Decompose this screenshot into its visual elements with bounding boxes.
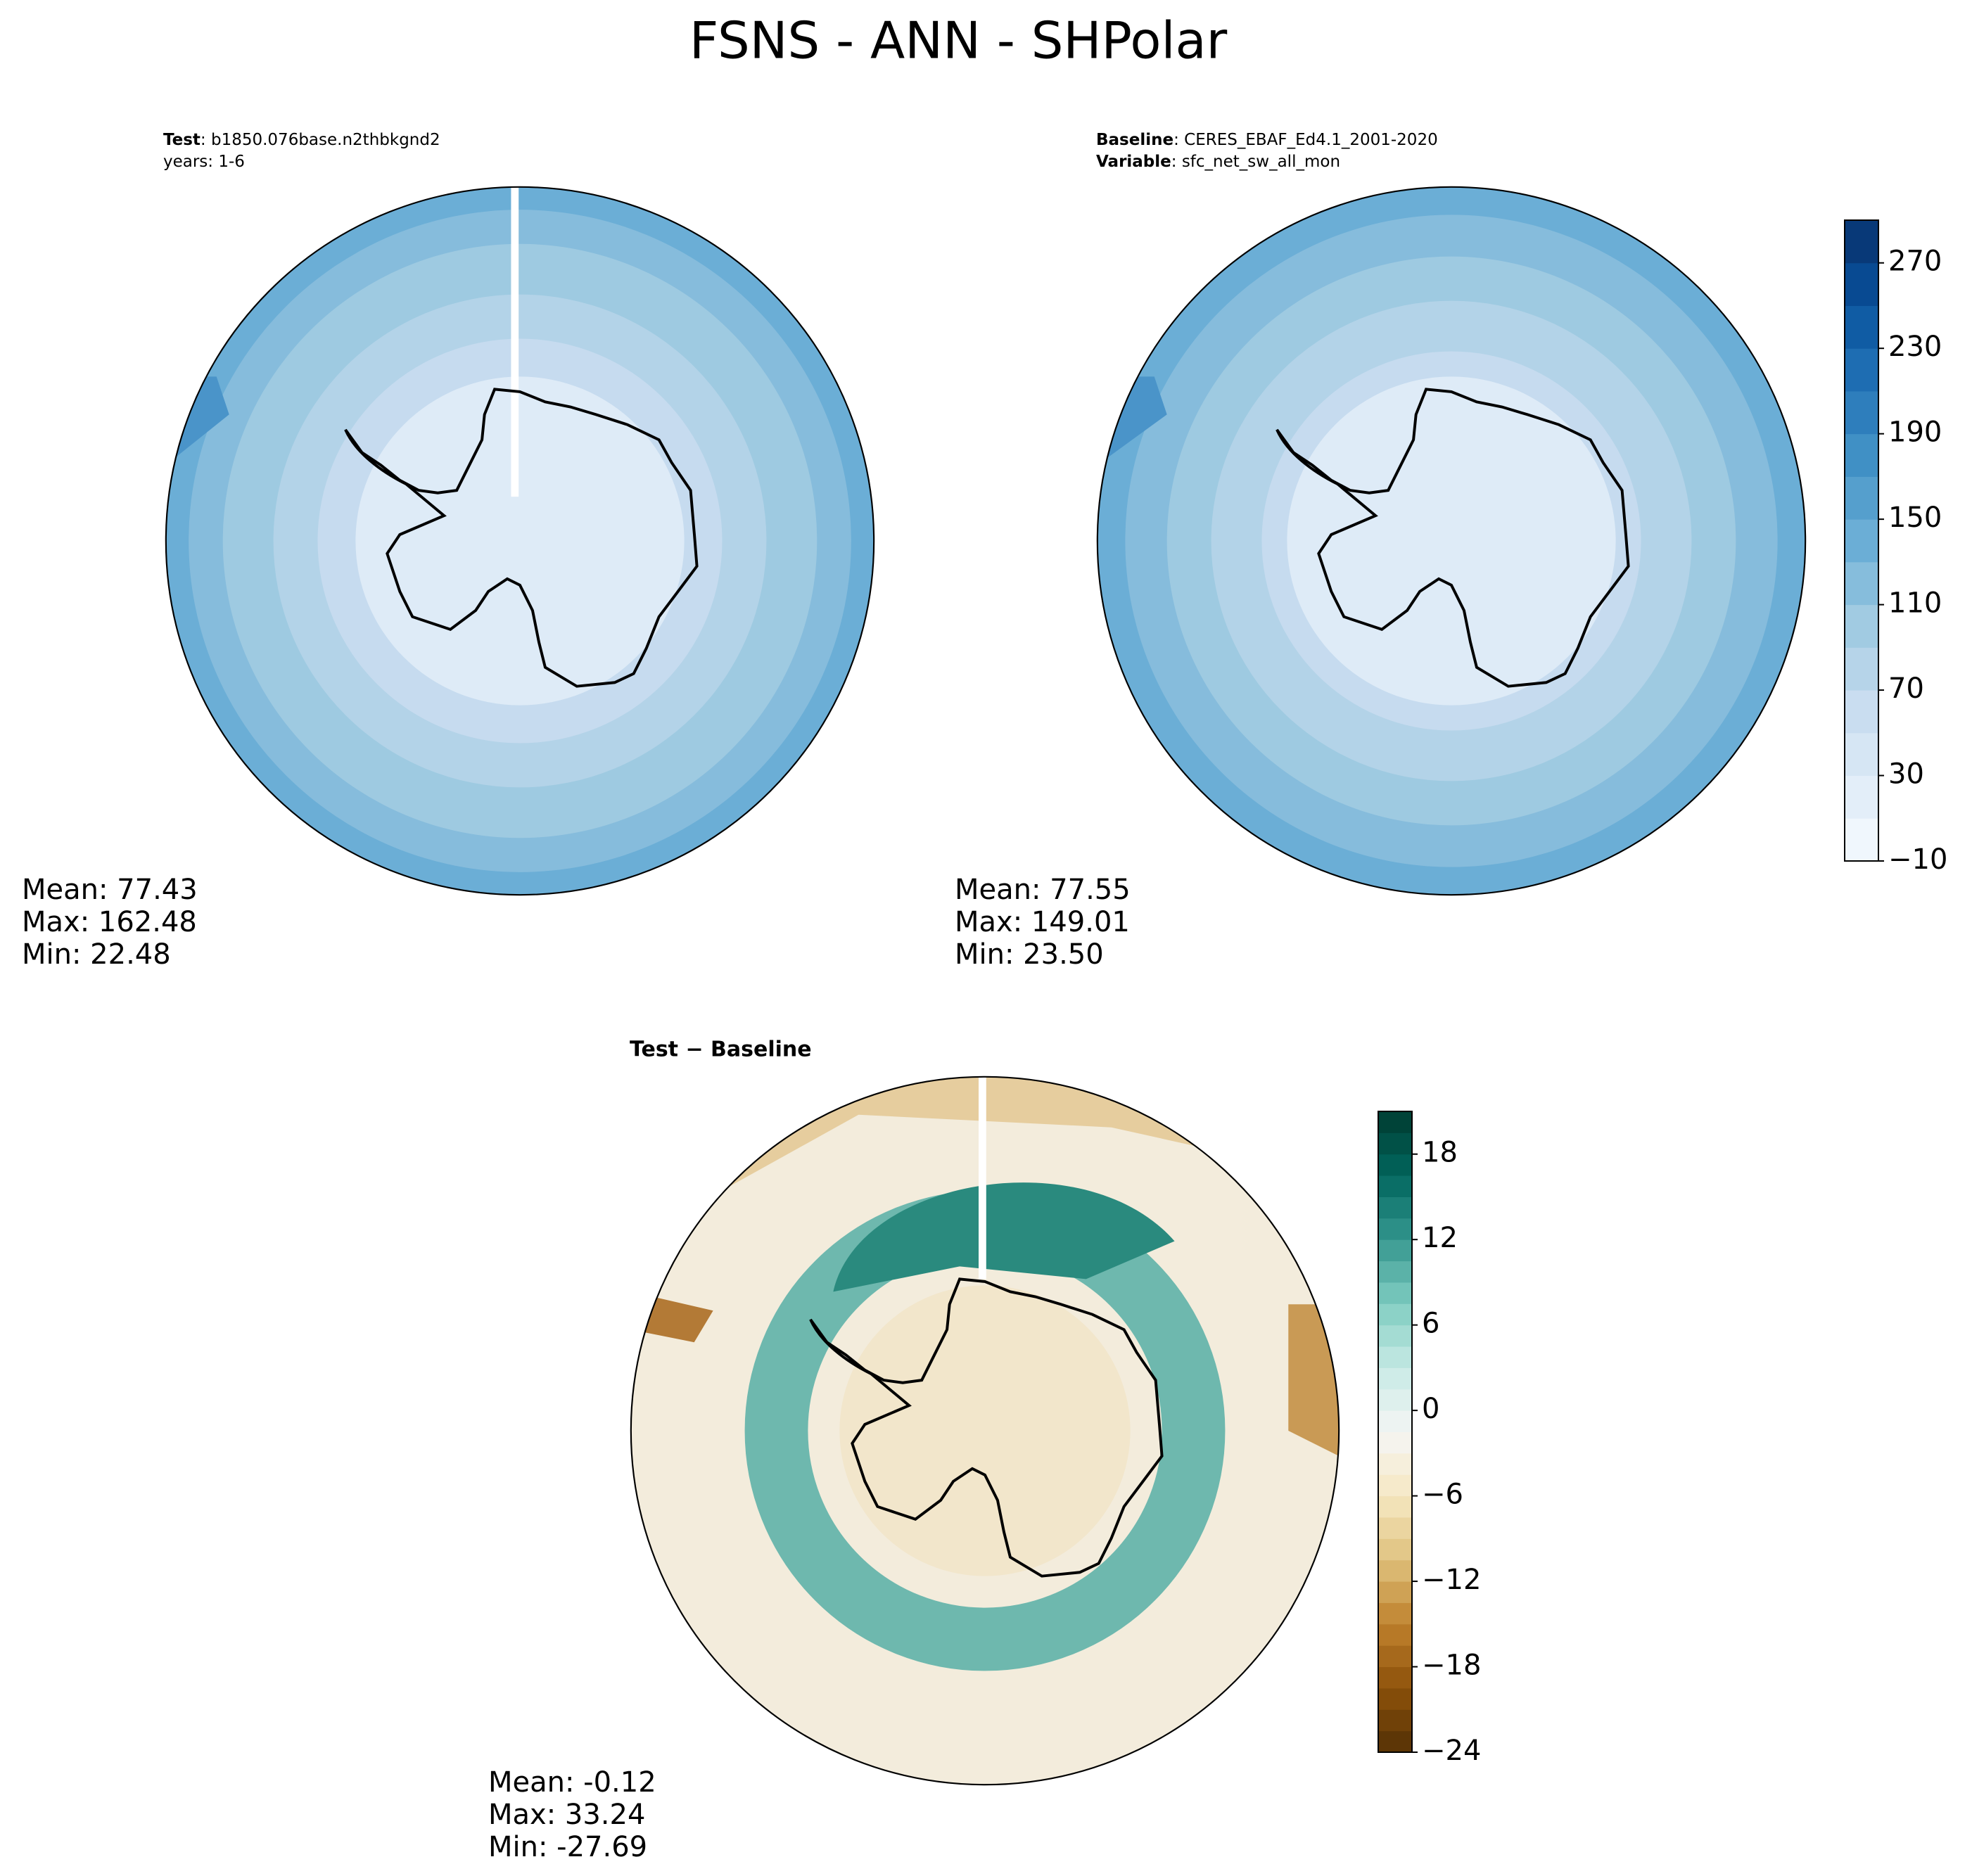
colorbar-band [1378, 1175, 1412, 1197]
colorbar-band [1845, 604, 1878, 648]
colorbar-tick-label: 70 [1888, 672, 1924, 705]
label-key: Test [163, 131, 201, 149]
colorbar-band [1378, 1346, 1412, 1368]
colorbar-band [1378, 1111, 1412, 1133]
colorbar-band [1845, 390, 1878, 435]
label-text: : sfc_net_sw_all_mon [1171, 153, 1340, 171]
figure-title: FSNS - ANN - SHPolar [689, 11, 1228, 70]
stat-text: Max: 149.01 [955, 906, 1130, 938]
colorbar-band [1845, 775, 1878, 819]
colorbar-band [1845, 818, 1878, 862]
colorbar-tick-label: −18 [1422, 1650, 1481, 1682]
colorbar-band [1378, 1367, 1412, 1390]
label-text: : b1850.076base.n2thbkgnd2 [201, 131, 440, 149]
colorbar-band [1378, 1581, 1412, 1603]
colorbar-band [1845, 732, 1878, 777]
stat-text: Mean: -0.12 [488, 1766, 656, 1799]
colorbar-tick-label: 150 [1888, 502, 1942, 534]
colorbar-tick-label: −12 [1422, 1564, 1481, 1596]
colorbar-frame [1844, 219, 1879, 862]
colorbar-band [1378, 1709, 1412, 1732]
colorbar-band [1378, 1602, 1412, 1625]
colorbar-band [1845, 519, 1878, 563]
colorbar-band [1378, 1538, 1412, 1561]
label-text: : CERES_EBAF_Ed4.1_2001-2020 [1173, 131, 1438, 149]
label-text: years: 1-6 [163, 153, 245, 171]
panel-title: Test − Baseline [630, 1038, 812, 1062]
colorbar-band [1378, 1623, 1412, 1646]
panel-label: Test: b1850.076base.n2thbkgnd2 [163, 131, 440, 149]
colorbar-band [1845, 433, 1878, 477]
colorbar-tick-label: 6 [1422, 1308, 1439, 1340]
colorbar-band [1378, 1197, 1412, 1219]
colorbar-band [1378, 1282, 1412, 1304]
colorbar-tick-label: 30 [1888, 758, 1924, 791]
colorbar-band [1378, 1261, 1412, 1283]
colorbar-band [1378, 1453, 1412, 1475]
colorbar-band [1378, 1687, 1412, 1710]
colorbar-band [1378, 1325, 1412, 1347]
colorbar-band [1845, 476, 1878, 520]
stat-text: Max: 33.24 [488, 1799, 645, 1831]
colorbar-tick-label: −10 [1888, 843, 1947, 876]
colorbar-tick-label: −24 [1422, 1735, 1481, 1767]
colorbar-band [1378, 1730, 1412, 1753]
colorbar-tick-label: 12 [1422, 1222, 1458, 1254]
colorbar-tick-label: −6 [1422, 1479, 1463, 1511]
colorbar-band [1845, 220, 1878, 264]
colorbar-band [1378, 1559, 1412, 1582]
colorbar-band [1378, 1495, 1412, 1518]
colorbar-band [1378, 1303, 1412, 1326]
label-key: Variable [1096, 153, 1171, 171]
colorbar-band [1845, 348, 1878, 392]
colorbar-tick-label: 230 [1888, 331, 1942, 363]
colorbar-band [1378, 1645, 1412, 1668]
stat-text: Mean: 77.55 [955, 874, 1131, 906]
colorbar-band [1845, 690, 1878, 734]
stat-text: Min: -27.69 [488, 1831, 647, 1863]
stat-text: Min: 23.50 [955, 938, 1104, 971]
colorbar-band [1378, 1517, 1412, 1539]
colorbar-band [1378, 1154, 1412, 1176]
colorbar-band [1378, 1132, 1412, 1155]
stat-text: Min: 22.48 [22, 938, 171, 971]
colorbar-band [1845, 561, 1878, 606]
colorbar-band [1378, 1474, 1412, 1497]
map-baseline [1096, 186, 1807, 896]
panel-label: Variable: sfc_net_sw_all_mon [1096, 153, 1340, 171]
colorbar-tick-label: 270 [1888, 245, 1942, 278]
map-difference [630, 1076, 1340, 1786]
panel-label: years: 1-6 [163, 153, 245, 171]
label-key: Baseline [1096, 131, 1173, 149]
stat-text: Max: 162.48 [22, 906, 197, 938]
colorbar-band [1378, 1218, 1412, 1240]
colorbar-tick-label: 110 [1888, 587, 1942, 620]
colorbar-tick-label: 18 [1422, 1137, 1458, 1169]
colorbar-frame [1378, 1111, 1413, 1753]
colorbar-tick-label: 0 [1422, 1393, 1439, 1425]
colorbar-band [1845, 647, 1878, 691]
colorbar-band [1845, 262, 1878, 306]
colorbar-band [1378, 1431, 1412, 1454]
stat-text: Mean: 77.43 [22, 874, 198, 906]
panel-label: Baseline: CERES_EBAF_Ed4.1_2001-2020 [1096, 131, 1438, 149]
colorbar-band [1378, 1389, 1412, 1411]
colorbar-band [1845, 305, 1878, 349]
colorbar-band [1378, 1410, 1412, 1432]
colorbar-band [1378, 1239, 1412, 1262]
colorbar-band [1378, 1666, 1412, 1689]
colorbar-tick-label: 190 [1888, 416, 1942, 449]
map-test [165, 186, 875, 896]
